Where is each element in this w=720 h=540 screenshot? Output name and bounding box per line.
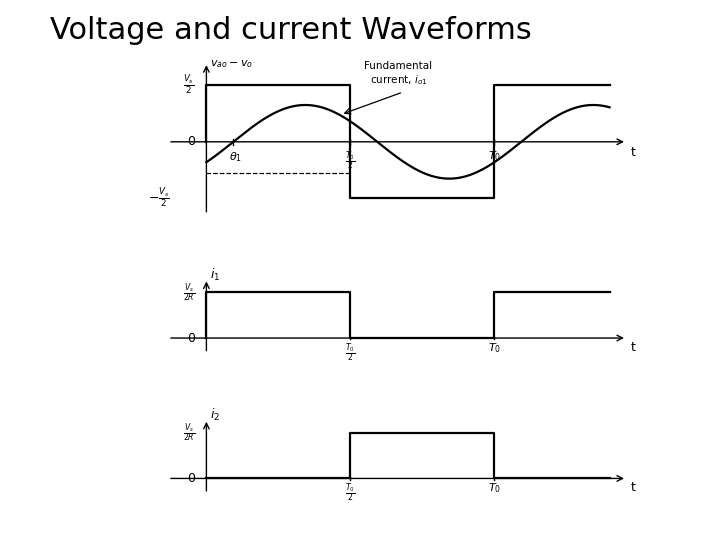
Text: $\frac{T_0}{2}$: $\frac{T_0}{2}$ — [345, 149, 356, 172]
Text: t: t — [631, 341, 636, 354]
Text: 0: 0 — [187, 332, 195, 345]
Text: $i_1$: $i_1$ — [210, 267, 220, 283]
Text: $\frac{T_0}{2}$: $\frac{T_0}{2}$ — [345, 341, 356, 364]
Text: $\frac{V_s}{2R}$: $\frac{V_s}{2R}$ — [182, 421, 195, 444]
Text: $v_{ao}-v_o$: $v_{ao}-v_o$ — [210, 58, 253, 70]
Text: Fundamental
current, $i_{o1}$: Fundamental current, $i_{o1}$ — [364, 61, 433, 87]
Text: $\frac{V_s}{2R}$: $\frac{V_s}{2R}$ — [182, 281, 195, 303]
Text: $-\frac{V_s}{2}$: $-\frac{V_s}{2}$ — [148, 187, 170, 210]
Text: Voltage and current Waveforms: Voltage and current Waveforms — [50, 16, 532, 45]
Text: $T_0$: $T_0$ — [488, 482, 501, 496]
Text: $T_0$: $T_0$ — [488, 149, 501, 163]
Text: t: t — [631, 146, 636, 159]
Text: $\frac{V_s}{2}$: $\frac{V_s}{2}$ — [184, 73, 195, 97]
Text: 0: 0 — [187, 472, 195, 485]
Text: $i_2$: $i_2$ — [210, 407, 220, 423]
Text: t: t — [631, 481, 636, 494]
Text: $\theta_1$: $\theta_1$ — [229, 150, 242, 164]
Text: $T_0$: $T_0$ — [488, 341, 501, 355]
Text: $\frac{T_0}{2}$: $\frac{T_0}{2}$ — [345, 482, 356, 504]
Text: 0: 0 — [187, 136, 195, 148]
